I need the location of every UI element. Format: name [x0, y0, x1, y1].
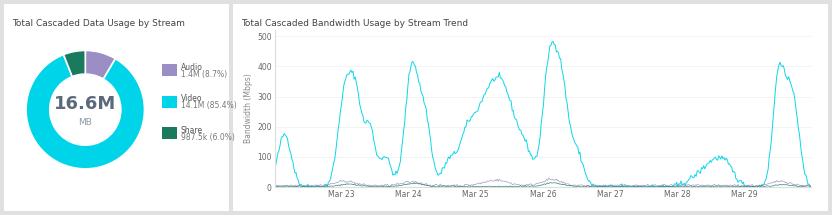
- Text: 14.1M (85.4%): 14.1M (85.4%): [181, 101, 236, 111]
- Y-axis label: Bandwidth (Mbps): Bandwidth (Mbps): [244, 74, 253, 143]
- Text: Video: Video: [181, 94, 202, 103]
- Text: 987.5k (6.0%): 987.5k (6.0%): [181, 133, 235, 142]
- Wedge shape: [63, 51, 86, 77]
- Wedge shape: [85, 51, 116, 79]
- Text: 16.6M: 16.6M: [54, 95, 116, 113]
- Text: MB: MB: [78, 118, 92, 127]
- Text: 1.4M (8.7%): 1.4M (8.7%): [181, 70, 226, 79]
- Text: Audio: Audio: [181, 63, 202, 72]
- Text: Total Cascaded Bandwidth Usage by Stream Trend: Total Cascaded Bandwidth Usage by Stream…: [241, 19, 468, 28]
- Text: Share: Share: [181, 126, 203, 135]
- Wedge shape: [26, 55, 145, 169]
- Text: Total Cascaded Data Usage by Stream: Total Cascaded Data Usage by Stream: [12, 19, 186, 28]
